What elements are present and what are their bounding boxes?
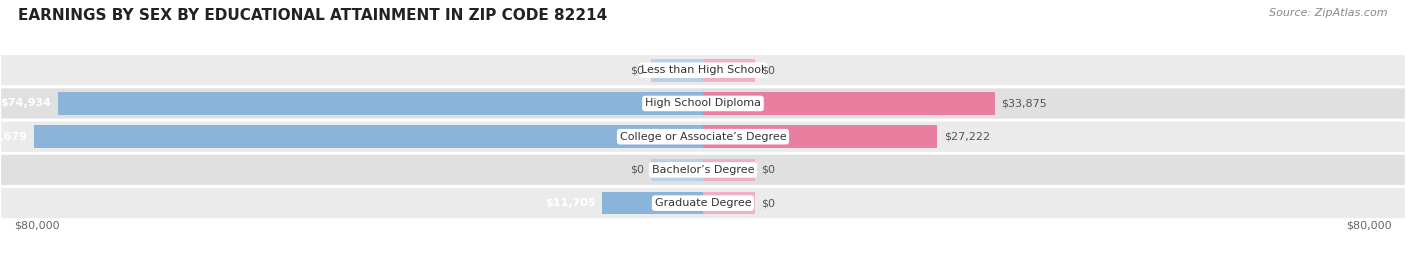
FancyBboxPatch shape [1, 55, 1405, 85]
Text: $11,705: $11,705 [544, 198, 595, 208]
Text: $27,222: $27,222 [945, 132, 990, 142]
Text: Less than High School: Less than High School [641, 65, 765, 75]
Text: EARNINGS BY SEX BY EDUCATIONAL ATTAINMENT IN ZIP CODE 82214: EARNINGS BY SEX BY EDUCATIONAL ATTAINMEN… [18, 8, 607, 23]
Text: $77,679: $77,679 [0, 132, 27, 142]
Bar [34, 125, 703, 148]
Text: College or Associate’s Degree: College or Associate’s Degree [620, 132, 786, 142]
Bar [651, 159, 703, 181]
Text: $80,000: $80,000 [1347, 220, 1392, 230]
Bar [703, 192, 755, 214]
Text: High School Diploma: High School Diploma [645, 98, 761, 109]
Bar [58, 92, 703, 115]
Bar [703, 92, 994, 115]
FancyBboxPatch shape [1, 155, 1405, 185]
Bar [703, 59, 755, 81]
Text: Source: ZipAtlas.com: Source: ZipAtlas.com [1270, 8, 1388, 18]
Bar [703, 125, 938, 148]
FancyBboxPatch shape [1, 122, 1405, 152]
FancyBboxPatch shape [1, 88, 1405, 118]
Text: $0: $0 [630, 65, 644, 75]
Text: Graduate Degree: Graduate Degree [655, 198, 751, 208]
Bar [651, 59, 703, 81]
Text: $0: $0 [630, 165, 644, 175]
Bar [703, 159, 755, 181]
Text: Bachelor’s Degree: Bachelor’s Degree [652, 165, 754, 175]
Text: $80,000: $80,000 [14, 220, 59, 230]
Text: $33,875: $33,875 [1001, 98, 1047, 109]
Text: $0: $0 [762, 65, 776, 75]
Bar [602, 192, 703, 214]
Text: $74,934: $74,934 [0, 98, 51, 109]
Text: $0: $0 [762, 198, 776, 208]
FancyBboxPatch shape [1, 188, 1405, 218]
Text: $0: $0 [762, 165, 776, 175]
